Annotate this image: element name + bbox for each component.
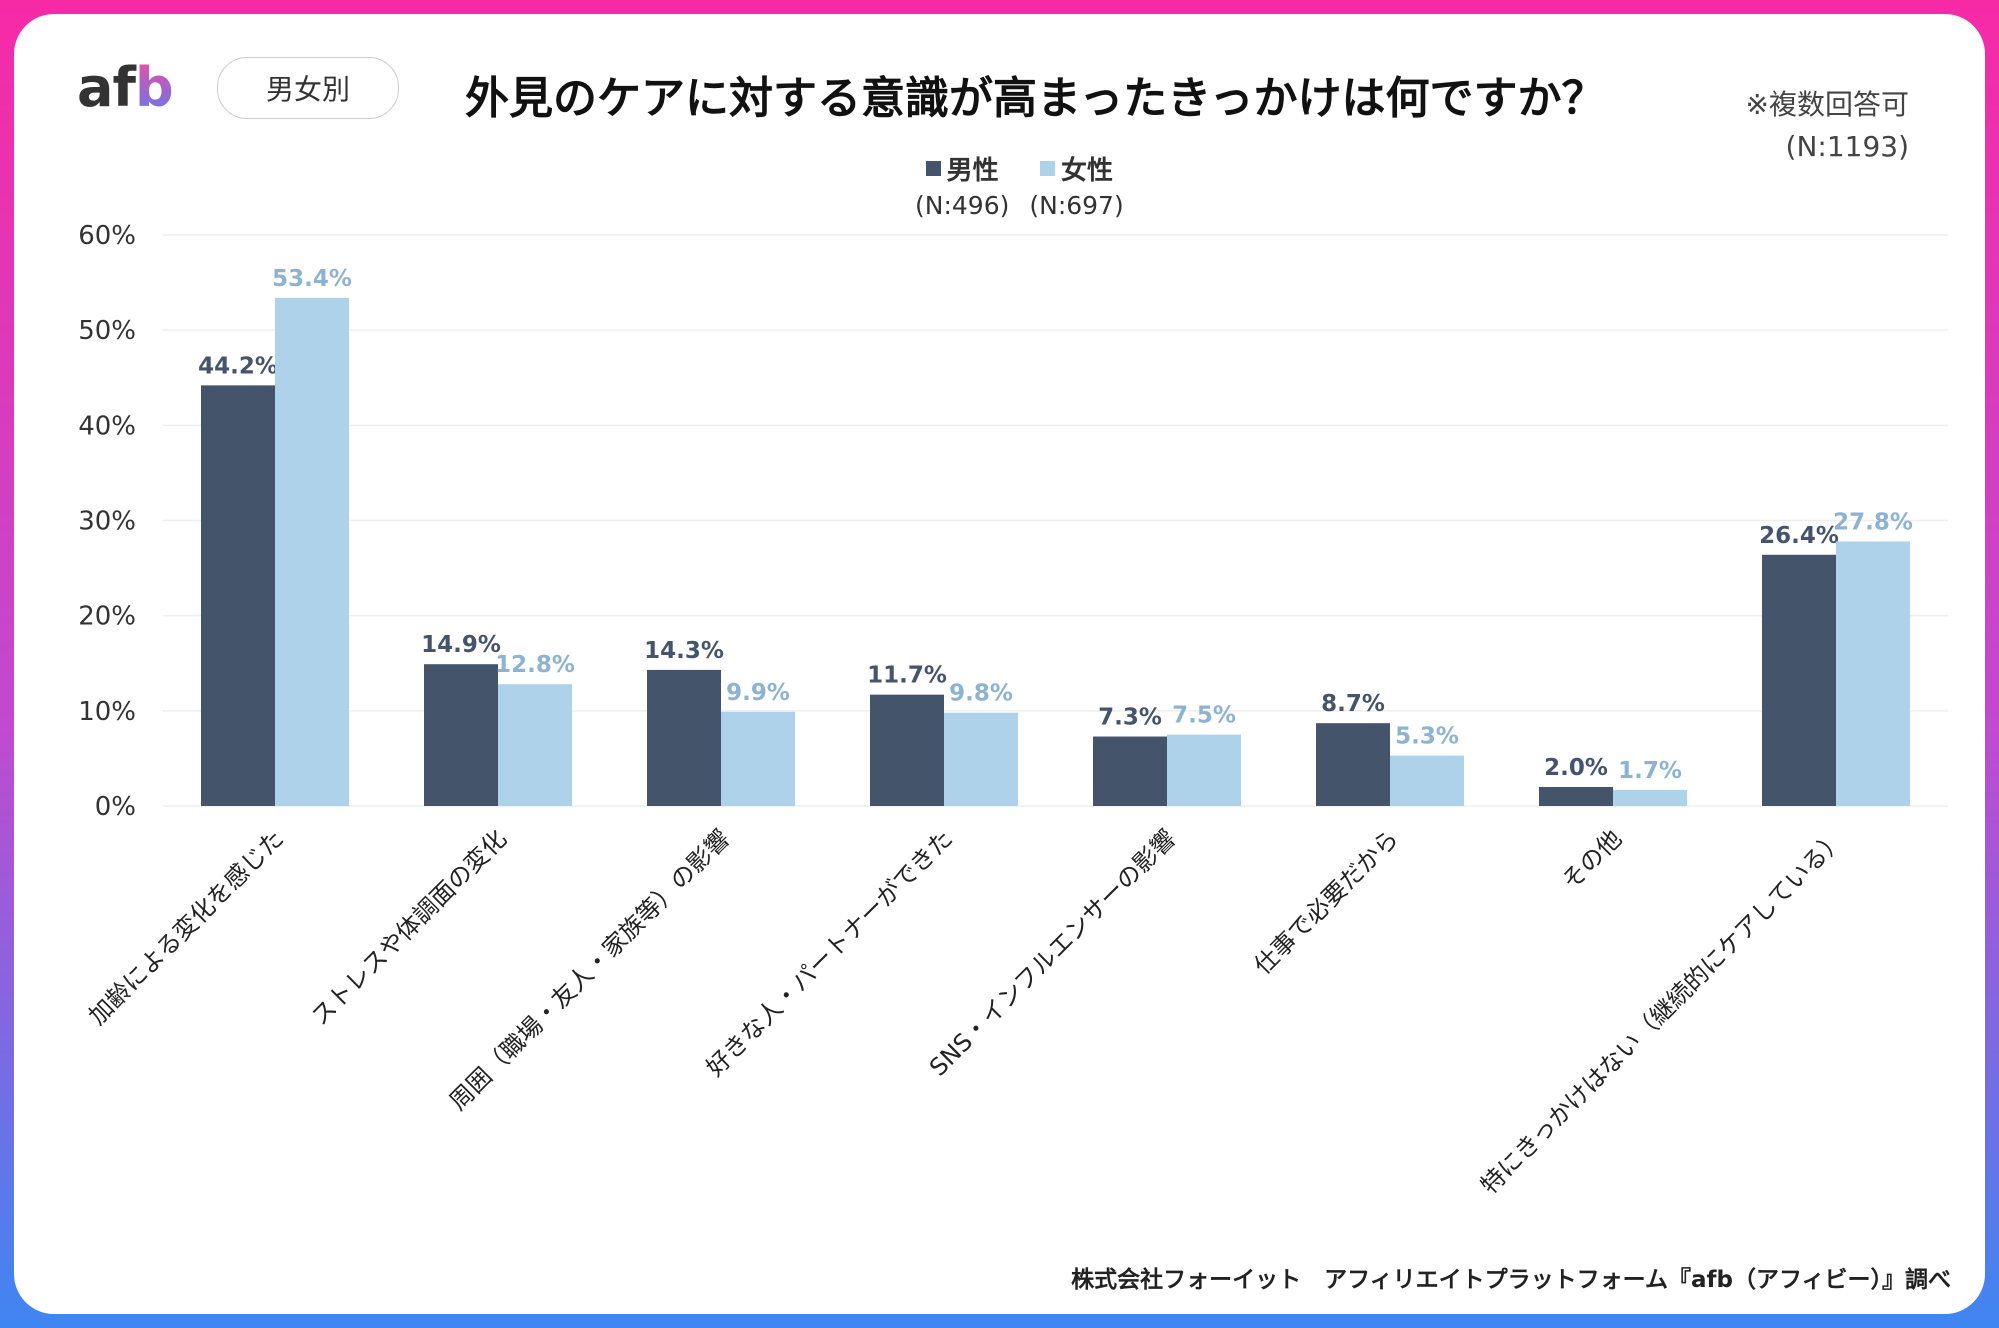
legend-label-female: 女性 [1061,156,1114,186]
bar-male [201,385,275,806]
data-label: 12.8% [495,652,575,678]
y-tick-label: 50% [78,316,136,346]
bar-male [1762,554,1836,806]
bar-female [1167,734,1241,806]
data-label: 7.3% [1098,705,1162,731]
data-label: 5.3% [1395,724,1459,750]
bar-female [275,297,349,806]
bar-female [1613,789,1687,806]
data-label: 2.0% [1544,755,1608,781]
data-label: 9.8% [949,681,1013,707]
chart-title: 外見のケアに対する意識が高まったきっかけは何ですか？ [465,73,1606,124]
data-label: 44.2% [198,353,278,379]
gender-badge: 男女別 [217,57,399,119]
bar-female [498,684,572,806]
bar-female [1836,541,1910,806]
afb-logo: afb [77,56,174,119]
category-label: 好きな人・パートナーができた [701,824,958,1081]
data-label: 26.4% [1759,523,1839,549]
bar-male [647,669,721,806]
data-label: 8.7% [1321,691,1385,717]
legend-item-female: 女性 (N:697) [1029,150,1123,220]
data-label: 9.9% [726,680,790,706]
legend-n-female: (N:697) [1029,191,1124,220]
category-label: 加齢による変化を感じた [83,824,289,1030]
bar-male [870,694,944,806]
bar-female [944,712,1018,806]
data-label: 53.4% [272,266,352,292]
legend-item-male: 男性 (N:496) [915,150,1009,220]
bar-male [1093,736,1167,806]
category-label: ストレスや体調面の変化 [306,824,512,1030]
total-n: (N:1193) [1785,130,1909,163]
data-label: 11.7% [867,663,947,689]
category-label: SNS・インフルエンサーの影響 [924,824,1181,1081]
bar-female [721,711,795,806]
data-label: 27.8% [1833,509,1913,535]
y-tick-label: 60% [78,221,136,251]
legend-label-male: 男性 [946,156,999,186]
bar-female [1390,755,1464,806]
y-tick-label: 10% [78,697,136,727]
data-label: 14.9% [421,632,501,658]
bar-male [1539,786,1613,806]
y-tick-label: 20% [78,602,136,632]
y-tick-label: 0% [95,792,136,822]
source-credit: 株式会社フォーイット アフィリエイトプラットフォーム『afb（アフィビー）』調べ [1071,1267,1951,1293]
multi-answer-note: ※複数回答可 (N:1193) [1746,84,1909,168]
y-tick-label: 30% [78,507,136,537]
bar-male [424,664,498,806]
bar-male [1316,723,1390,806]
legend: 男性 (N:496) 女性 (N:697) [915,150,1124,220]
category-label: その他 [1557,824,1628,895]
data-label: 1.7% [1618,758,1682,784]
multi-answer-text: ※複数回答可 [1745,88,1909,121]
data-label: 7.5% [1172,703,1236,729]
legend-swatch-female [1040,161,1056,176]
y-tick-label: 40% [78,411,136,441]
category-label: 特にきっかけはない（継続的にケアしている） [1475,824,1850,1199]
legend-n-male: (N:496) [915,191,1010,220]
data-label: 14.3% [644,638,724,664]
legend-swatch-male [925,161,941,176]
category-label: 仕事で必要だから [1249,824,1405,980]
